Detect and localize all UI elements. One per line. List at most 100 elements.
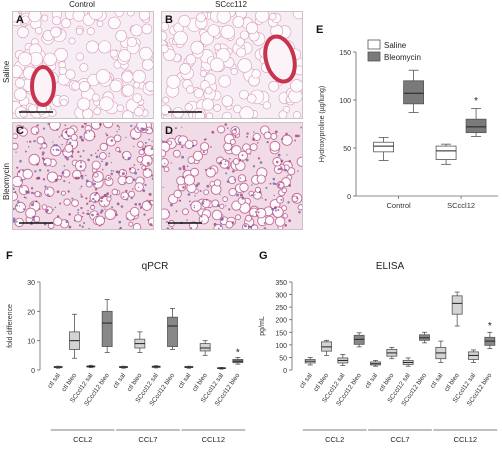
- alveolus: [237, 58, 252, 73]
- cell-nucleus: [142, 147, 146, 151]
- x-tick-label: ctl sal: [429, 372, 445, 390]
- alveolus: [263, 131, 272, 140]
- cell-nucleus: [162, 186, 164, 189]
- cell-nucleus: [52, 208, 55, 211]
- alveolus: [93, 107, 102, 116]
- y-tick-label: 0: [31, 368, 35, 375]
- alveolus: [220, 24, 235, 40]
- cell-nucleus: [205, 199, 208, 201]
- group-label: CCL7: [390, 435, 409, 444]
- cell-nucleus: [148, 138, 151, 141]
- alveolus: [270, 132, 278, 140]
- box-2: [86, 364, 96, 369]
- cell-nucleus: [182, 176, 185, 179]
- alveolus: [256, 174, 266, 184]
- cell-nucleus: [134, 203, 138, 206]
- alveolus: [98, 40, 112, 54]
- alveolus: [139, 46, 153, 61]
- alveolus: [113, 134, 122, 143]
- significance-marker: *: [236, 347, 240, 358]
- alveolus: [16, 124, 23, 131]
- cell-nucleus: [103, 204, 106, 206]
- cell-nucleus: [16, 166, 19, 169]
- box-bleomycin-1: [465, 108, 487, 137]
- micrograph-d-image: [162, 123, 302, 229]
- chart-e-hydroxyproline: 0 50 100 150 Hydroxyproline (µg/lung) Control…: [319, 39, 498, 210]
- cell-nucleus: [171, 133, 173, 135]
- cell-nucleus: [272, 213, 274, 215]
- cell-nucleus: [34, 170, 37, 173]
- cell-nucleus: [249, 226, 253, 229]
- cell-nucleus: [13, 217, 16, 221]
- cell-nucleus: [81, 177, 84, 180]
- cell-nucleus: [22, 169, 24, 172]
- cell-nucleus: [82, 212, 85, 215]
- cell-nucleus: [226, 127, 229, 129]
- alveolus: [130, 24, 143, 37]
- cell-nucleus: [217, 227, 220, 229]
- y-tick-label: 350: [275, 280, 287, 287]
- alveolus: [255, 12, 270, 23]
- alveolus: [93, 172, 99, 178]
- cell-nucleus: [56, 215, 60, 218]
- cell-nucleus: [96, 213, 99, 216]
- cell-nucleus: [121, 172, 125, 176]
- y-tick-label: 100: [275, 343, 287, 350]
- cell-nucleus: [33, 139, 36, 143]
- cell-nucleus: [25, 197, 27, 199]
- cell-nucleus: [178, 199, 182, 202]
- cell-nucleus: [71, 197, 74, 200]
- cell-nucleus: [41, 153, 44, 156]
- alveolus: [13, 133, 18, 139]
- alveolus: [264, 215, 275, 226]
- alveolus: [68, 37, 76, 45]
- cell-nucleus: [91, 213, 94, 217]
- cell-nucleus: [56, 190, 60, 194]
- box-6: [402, 357, 414, 367]
- cell-nucleus: [146, 128, 149, 132]
- alveolus: [204, 86, 213, 95]
- alveolus: [43, 52, 57, 67]
- cell-nucleus: [41, 157, 45, 160]
- cell-nucleus: [79, 161, 83, 164]
- significance-marker: *: [488, 321, 492, 332]
- y-tick-label: 100: [339, 98, 351, 105]
- cell-nucleus: [298, 210, 301, 214]
- cell-nucleus: [132, 188, 134, 190]
- cell-nucleus: [109, 194, 112, 197]
- alveolus: [217, 125, 226, 134]
- alveolus: [218, 74, 231, 88]
- alveolus: [187, 156, 196, 164]
- cell-nucleus: [43, 142, 46, 145]
- cell-nucleus: [130, 196, 133, 200]
- cell-nucleus: [65, 220, 69, 224]
- cell-nucleus: [76, 176, 80, 180]
- cell-nucleus: [118, 227, 122, 229]
- cell-nucleus: [55, 178, 58, 181]
- alveolus: [134, 107, 144, 117]
- cell-nucleus: [140, 163, 142, 166]
- alveolus: [162, 157, 169, 167]
- cell-nucleus: [68, 225, 72, 229]
- alveolus: [18, 51, 33, 67]
- y-tick-label: 20: [27, 309, 35, 316]
- box-iqr: [373, 141, 394, 153]
- alveolus: [229, 138, 236, 145]
- cell-nucleus: [100, 223, 103, 226]
- alveolus: [162, 96, 170, 104]
- cell-nucleus: [203, 200, 205, 203]
- cell-nucleus: [209, 167, 212, 170]
- cell-nucleus: [280, 198, 283, 201]
- group-label: CCL7: [138, 435, 157, 444]
- cell-nucleus: [261, 197, 263, 199]
- cell-nucleus: [18, 205, 21, 207]
- alveolus: [213, 104, 222, 112]
- cell-nucleus: [32, 202, 35, 204]
- x-tick-label: SCccl12: [447, 201, 475, 210]
- alveolus: [75, 52, 85, 61]
- cell-nucleus: [277, 168, 280, 171]
- cell-nucleus: [148, 169, 151, 171]
- alveolus: [173, 189, 182, 199]
- cell-nucleus: [71, 155, 74, 158]
- alveolus: [192, 150, 204, 162]
